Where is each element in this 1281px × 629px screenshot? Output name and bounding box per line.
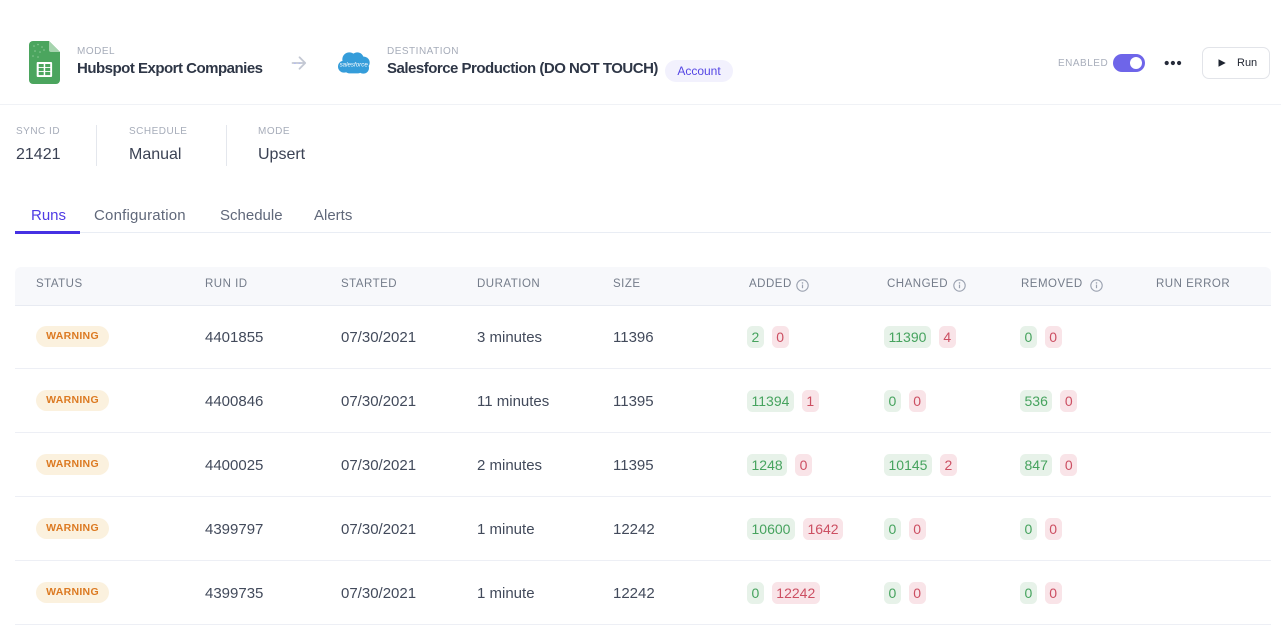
svg-text:salesforce: salesforce: [340, 61, 369, 68]
